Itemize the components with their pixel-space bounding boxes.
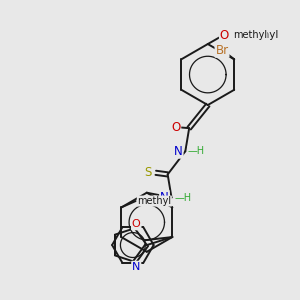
Text: O: O: [132, 219, 141, 230]
Text: Br: Br: [215, 44, 229, 57]
Text: —H: —H: [174, 193, 191, 202]
Text: methyl: methyl: [233, 30, 267, 40]
Text: O: O: [171, 121, 180, 134]
Text: methyl: methyl: [137, 196, 171, 206]
Text: N: N: [174, 145, 183, 158]
Text: S: S: [144, 166, 152, 179]
Text: N: N: [160, 191, 169, 204]
Text: methyl: methyl: [242, 30, 278, 40]
Text: N: N: [132, 262, 140, 272]
Text: O: O: [220, 28, 229, 42]
Text: —H: —H: [188, 146, 205, 156]
